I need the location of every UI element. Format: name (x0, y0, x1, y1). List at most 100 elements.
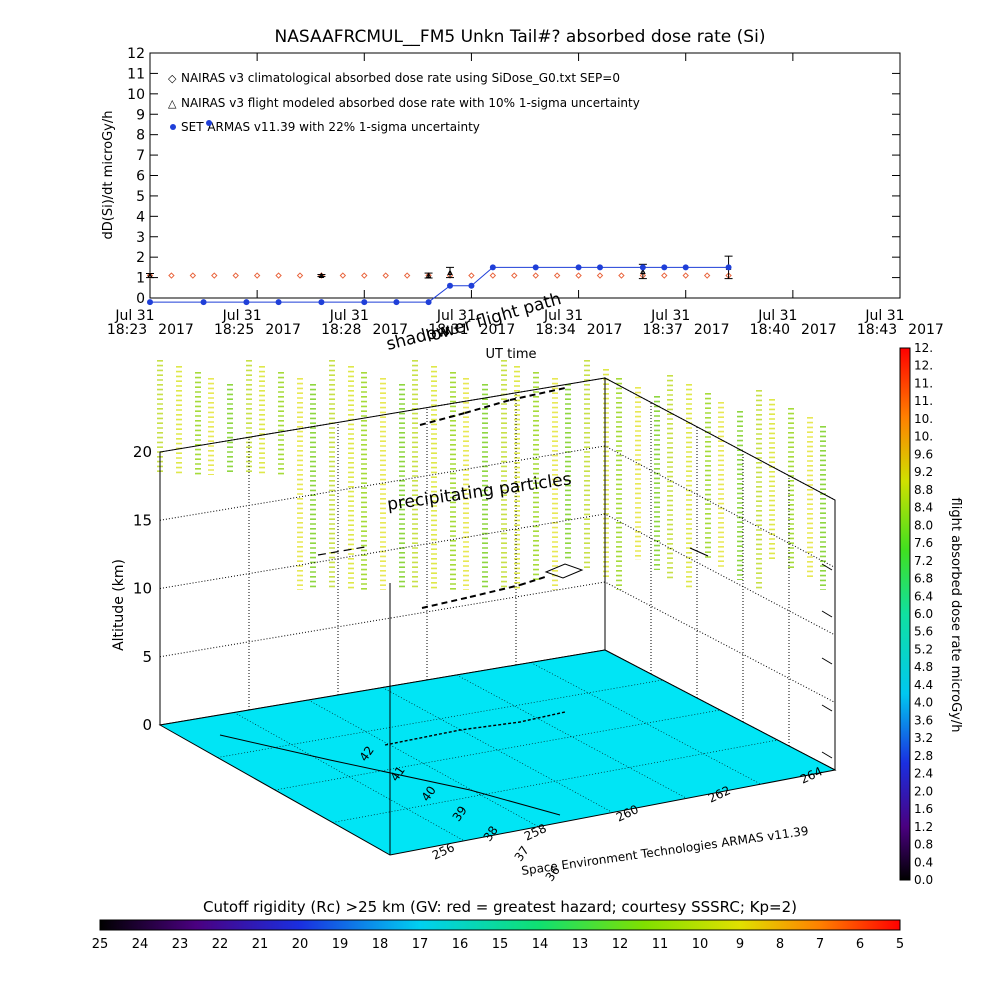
top-x-tick-time: 18:31 (428, 322, 468, 338)
top-y-tick-label: 7 (136, 148, 145, 164)
climatological-point (575, 272, 582, 279)
modeled-point (318, 272, 325, 279)
altitude-gridline (159, 377, 836, 501)
top-y-tick-label: 8 (136, 128, 145, 144)
top-x-tick-time: 18:25 (214, 322, 254, 338)
rigidity-colorbar-tick-label: 13 (572, 937, 589, 952)
figure-title: NASAAFRCMUL__FM5 Unkn Tail#? absorbed do… (275, 27, 766, 47)
shadow-path-segment (689, 547, 709, 557)
armas-point (468, 282, 475, 289)
right-edge-tick (821, 657, 833, 665)
dose-colorbar-tick-label: 3.6 (914, 713, 933, 727)
climatological-point (189, 272, 197, 279)
top-x-tick-time: 18:28 (321, 322, 361, 338)
dose-colorbar-tick-label: 4.0 (914, 696, 933, 710)
climatological-point (232, 272, 239, 279)
climatological-point (703, 272, 711, 279)
altitude-tick-label: 20 (133, 443, 152, 461)
dose-colorbar-tick-label: 10. (914, 430, 933, 444)
dose-colorbar-tick-label: 6.4 (914, 589, 933, 603)
top-y-tick-label: 1 (136, 271, 145, 287)
floor-grid-lon (217, 679, 663, 758)
rigidity-colorbar-tick-label: 7 (816, 937, 824, 952)
floor-grid-lat (234, 712, 465, 842)
altitude-tick-label: 10 (133, 580, 152, 598)
rigidity-colorbar-tick-label: 14 (532, 937, 549, 952)
armas-point (639, 264, 646, 271)
top-x-tick-year: 2017 (158, 322, 194, 338)
climatological-point (211, 272, 218, 279)
right-edge-tick (821, 610, 833, 618)
dose-colorbar-tick-label: 12. (914, 359, 933, 373)
climatological-point (296, 272, 304, 279)
rigidity-colorbar-tick-label: 8 (776, 937, 784, 952)
rigidity-colorbar-tick-label: 23 (172, 937, 189, 952)
armas-point (200, 299, 207, 306)
climatological-point (511, 272, 518, 279)
flight-path-segment (519, 576, 546, 586)
floor-grid-lon (332, 739, 778, 823)
top-x-tick-day: Jul 31 (329, 308, 369, 324)
climatological-point (403, 272, 411, 279)
armas-point (597, 264, 603, 271)
top-x-tick-year: 2017 (265, 322, 301, 338)
rigidity-colorbar-tick-label: 22 (212, 937, 229, 952)
top-y-tick-label: 11 (127, 66, 145, 82)
top-x-tick-year: 2017 (372, 322, 408, 338)
rigidity-colorbar-tick-label: 19 (332, 937, 349, 952)
top-x-tick-year: 2017 (908, 322, 944, 338)
altitude-axis-label: Altitude (km) (111, 559, 127, 651)
climatological-point (275, 272, 282, 279)
top-x-tick-year: 2017 (694, 322, 730, 338)
climatological-point (253, 272, 261, 279)
rigidity-colorbar-tick-label: 18 (372, 937, 389, 952)
top-x-tick-day: Jul 31 (757, 308, 797, 324)
climatological-point (532, 272, 539, 279)
altitude-gridline (159, 445, 836, 568)
ground-track (219, 734, 561, 816)
climatological-point (361, 272, 368, 279)
armas-point (575, 264, 582, 271)
right-edge-tick (821, 563, 833, 571)
climatological-point (468, 272, 475, 279)
rigidity-colorbar: 25 24 23 22 21 20 19 18 17 16 15 14 13 12 11 10 9 8 7 6 5 (92, 919, 904, 952)
altitude-gridline (159, 581, 836, 703)
rigidity-colorbar-tick-label: 24 (132, 937, 149, 952)
rigidity-colorbar-tick-label: 11 (652, 937, 669, 952)
dose-colorbar-tick-label: 4.4 (914, 678, 933, 692)
dose-colorbar-tick-label: 9.6 (914, 447, 933, 461)
dose-colorbar-tick-label: 2.0 (914, 784, 933, 798)
climatological-point (489, 272, 497, 279)
armas-point (393, 299, 400, 306)
altitude-tick-label: 15 (133, 511, 152, 529)
modeled-point (147, 272, 153, 279)
armas-point (489, 264, 496, 271)
armas-point (725, 264, 732, 271)
top-y-tick-label: 6 (136, 169, 145, 185)
armas-point (275, 299, 282, 306)
dose-colorbar-tick-label: 11. (914, 394, 933, 408)
top-x-tick-day: Jul 31 (114, 308, 154, 324)
top-x-tick-year: 2017 (587, 322, 623, 338)
legend-stray-dot (206, 120, 212, 126)
dose-colorbar-tick-label: 8.8 (914, 483, 933, 497)
armas-line (150, 266, 729, 303)
rigidity-colorbar-tick-label: 10 (692, 937, 709, 952)
shadow-path-segment (317, 546, 366, 556)
floor-grid-lon (274, 709, 721, 791)
dose-colorbar-fill (899, 347, 911, 881)
rigidity-colorbar-tick-label: 9 (736, 937, 744, 952)
top-x-tick-time: 18:40 (750, 322, 790, 338)
climatological-point (168, 272, 175, 279)
rigidity-colorbar-tick-label: 6 (856, 937, 864, 952)
top-x-tick-day: Jul 31 (436, 308, 476, 324)
dose-colorbar-tick-label: 2.4 (914, 767, 933, 781)
modeled-point (425, 272, 432, 279)
dose-colorbar-tick-label: 4.8 (914, 660, 933, 674)
dose-colorbar-tick-label: 0.4 (914, 855, 933, 869)
legend-entry: SET ARMAS v11.39 with 22% 1-sigma uncert… (181, 120, 480, 134)
dose-colorbar-tick-label: 5.6 (914, 625, 933, 639)
climatological-point (553, 272, 561, 279)
